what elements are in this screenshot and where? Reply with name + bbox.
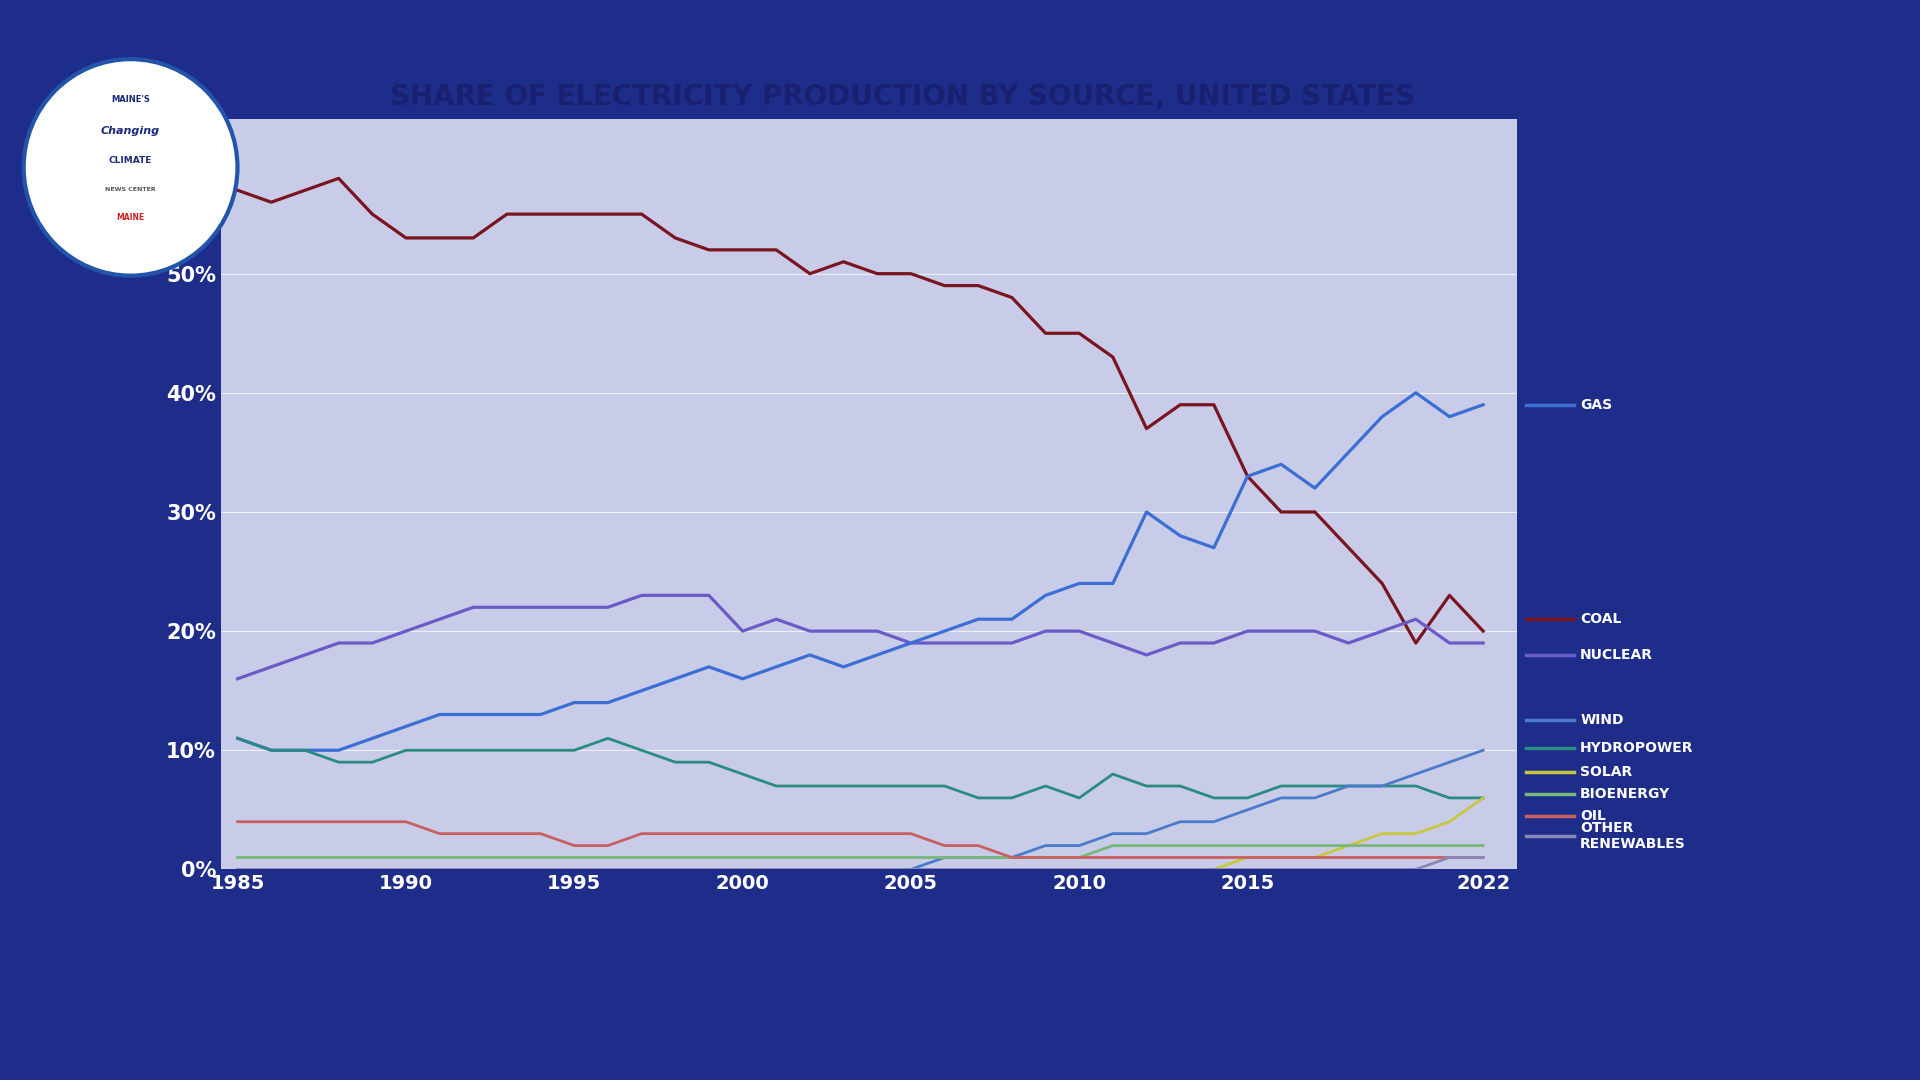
Text: CLIMATE: CLIMATE	[109, 157, 152, 165]
Text: SHARE OF ELECTRICITY PRODUCTION BY SOURCE, UNITED STATES: SHARE OF ELECTRICITY PRODUCTION BY SOURC…	[390, 83, 1415, 111]
Text: NUCLEAR: NUCLEAR	[1580, 648, 1653, 662]
Text: MAINE'S: MAINE'S	[111, 95, 150, 105]
Text: GAS: GAS	[1580, 397, 1613, 411]
Text: MAINE: MAINE	[117, 213, 144, 221]
Text: HYDROPOWER: HYDROPOWER	[1580, 741, 1693, 755]
Text: Changing: Changing	[102, 126, 159, 136]
Text: OTHER
RENEWABLES: OTHER RENEWABLES	[1580, 822, 1686, 851]
Text: COAL: COAL	[1580, 612, 1622, 626]
Text: WIND: WIND	[1580, 714, 1624, 728]
Text: OIL: OIL	[1580, 809, 1605, 823]
Text: SOLAR: SOLAR	[1580, 765, 1632, 779]
Text: NEWS CENTER: NEWS CENTER	[106, 188, 156, 192]
Text: BIOENERGY: BIOENERGY	[1580, 787, 1670, 801]
Circle shape	[23, 59, 238, 275]
